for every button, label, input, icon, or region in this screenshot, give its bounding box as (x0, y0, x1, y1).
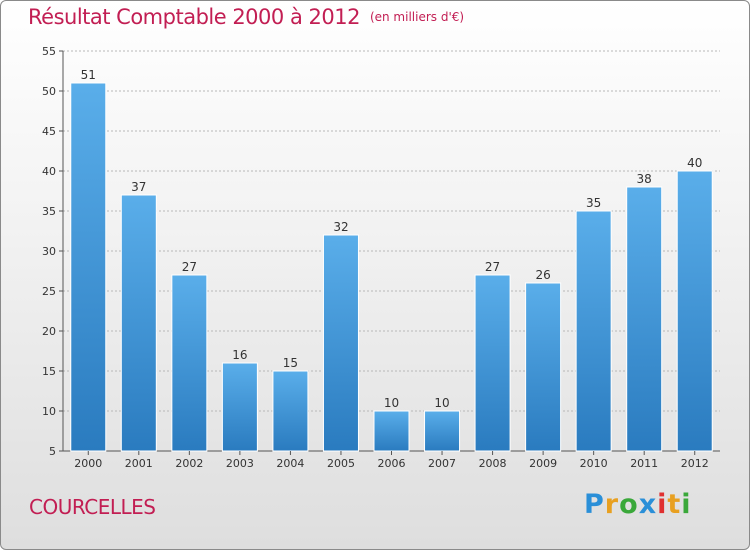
chart-subtitle: (en milliers d'€) (369, 10, 465, 24)
y-tick-label: 5 (49, 445, 56, 458)
logo-letter: t (667, 489, 682, 520)
proxiti-logo: Proxiti (584, 489, 692, 520)
x-tick-label: 2008 (479, 457, 507, 470)
bar (676, 170, 713, 452)
x-tick-label: 2009 (529, 457, 557, 470)
bar (474, 274, 511, 452)
x-tick-label: 2004 (276, 457, 304, 470)
bar (424, 410, 461, 452)
logo-letter: r (604, 489, 620, 520)
bar (373, 410, 410, 452)
y-tick-label: 50 (42, 85, 56, 98)
bar (70, 82, 107, 452)
x-tick-label: 2006 (378, 457, 406, 470)
y-tick-label: 15 (42, 365, 56, 378)
x-tick-label: 2001 (125, 457, 153, 470)
x-tick-label: 2005 (327, 457, 355, 470)
bar (525, 282, 562, 452)
x-tick-label: 2010 (580, 457, 608, 470)
commune-name: COURCELLES (29, 495, 156, 519)
bar (272, 370, 309, 452)
bar (171, 274, 208, 452)
y-tick-label: 40 (42, 165, 56, 178)
data-label: 32 (333, 220, 348, 234)
data-label: 37 (131, 180, 146, 194)
title-row: Résultat Comptable 2000 à 2012 (en millie… (28, 5, 464, 29)
x-tick-label: 2003 (226, 457, 254, 470)
y-tick-label: 20 (42, 325, 56, 338)
y-tick-label: 25 (42, 285, 56, 298)
y-tick-label: 45 (42, 125, 56, 138)
logo-letter: x (638, 489, 658, 520)
chart-title: Résultat Comptable 2000 à 2012 (28, 5, 360, 29)
data-label: 16 (232, 348, 247, 362)
y-tick-label: 30 (42, 245, 56, 258)
data-label: 26 (535, 268, 550, 282)
y-tick-label: 55 (42, 45, 56, 58)
y-tick-label: 10 (42, 405, 56, 418)
bar (626, 186, 663, 452)
data-label: 51 (81, 68, 96, 82)
logo-letter: o (619, 489, 639, 520)
data-label: 27 (485, 260, 500, 274)
logo-letter: i (657, 489, 668, 520)
bar (221, 362, 258, 452)
bar (120, 194, 157, 452)
data-label: 38 (637, 172, 652, 186)
x-tick-label: 2007 (428, 457, 456, 470)
bar (575, 210, 612, 452)
logo-letter: i (681, 489, 692, 520)
data-label: 10 (434, 396, 449, 410)
data-label: 27 (182, 260, 197, 274)
data-label: 15 (283, 356, 298, 370)
data-label: 10 (384, 396, 399, 410)
data-label: 35 (586, 196, 601, 210)
x-tick-label: 2011 (630, 457, 658, 470)
bar (322, 234, 359, 452)
x-tick-label: 2000 (74, 457, 102, 470)
y-tick-label: 35 (42, 205, 56, 218)
x-tick-label: 2002 (175, 457, 203, 470)
data-label: 40 (687, 156, 702, 170)
logo-letter: P (584, 489, 605, 520)
x-tick-label: 2012 (681, 457, 709, 470)
